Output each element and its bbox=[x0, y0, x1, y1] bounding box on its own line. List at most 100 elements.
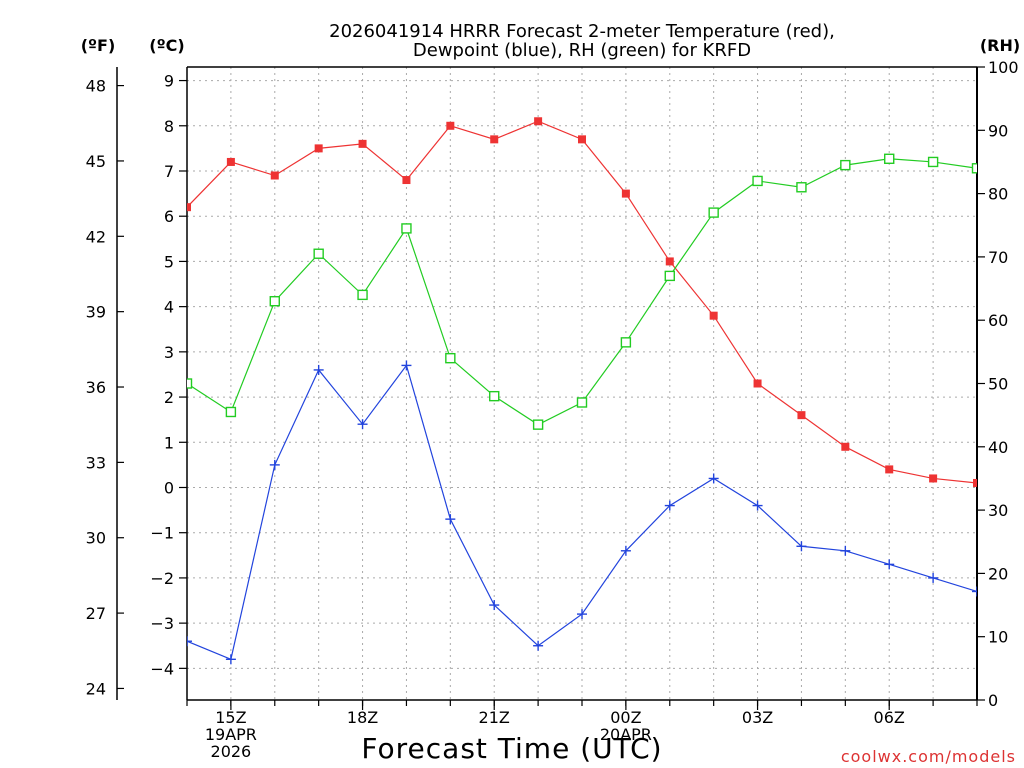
rh-point bbox=[313, 248, 324, 259]
rh-point bbox=[927, 156, 939, 168]
celsius-tick-label: 0 bbox=[164, 478, 174, 497]
dewpoint-point bbox=[972, 586, 977, 597]
data-series bbox=[187, 117, 977, 665]
rh-point bbox=[752, 175, 763, 187]
celsius-tick-label: 9 bbox=[164, 72, 174, 91]
series-rh bbox=[187, 153, 977, 430]
rh-point bbox=[187, 378, 193, 389]
celsius-tick-label: 2 bbox=[164, 388, 174, 407]
fahrenheit-tick-label: 30 bbox=[86, 529, 106, 548]
rh-tick-label: 40 bbox=[988, 438, 1008, 457]
temperature-point bbox=[973, 478, 977, 487]
temperature-point bbox=[270, 171, 279, 180]
dewpoint-point bbox=[313, 364, 324, 375]
rh-point bbox=[445, 352, 456, 364]
dewpoint-point bbox=[840, 545, 851, 556]
fahrenheit-tick-label: 48 bbox=[86, 77, 106, 96]
rh-point bbox=[620, 337, 632, 348]
celsius-tick-label: −4 bbox=[150, 659, 174, 678]
dewpoint-point bbox=[187, 636, 192, 647]
dewpoint-point bbox=[884, 559, 895, 570]
temperature-point bbox=[665, 257, 674, 266]
celsius-tick-label: 7 bbox=[164, 162, 174, 181]
series-line bbox=[187, 158, 977, 426]
fahrenheit-tick-label: 24 bbox=[86, 679, 106, 698]
rh-point bbox=[971, 163, 977, 174]
temperature-point bbox=[402, 176, 411, 185]
x-tick-label: 2026 bbox=[211, 742, 252, 761]
temperature-point bbox=[490, 135, 499, 144]
chart-titles: 2026041914 HRRR Forecast 2-meter Tempera… bbox=[81, 21, 1020, 61]
x-axis-label: Forecast Time (UTC) bbox=[361, 732, 662, 765]
rh-point bbox=[532, 419, 544, 430]
dewpoint-point bbox=[664, 500, 675, 511]
temperature-point bbox=[621, 189, 630, 198]
chart-title-line-1: 2026041914 HRRR Forecast 2-meter Tempera… bbox=[329, 21, 835, 42]
rh-point bbox=[576, 397, 588, 408]
dewpoint-point bbox=[225, 654, 236, 665]
celsius-tick-label: 1 bbox=[164, 433, 174, 452]
series-2-meter-temperature bbox=[187, 117, 977, 487]
dewpoint-point bbox=[401, 360, 412, 371]
dewpoint-point bbox=[708, 473, 719, 484]
rh-unit-label: (RH) bbox=[980, 36, 1020, 55]
fahrenheit-tick-label: 36 bbox=[86, 378, 106, 397]
rh-tick-label: 0 bbox=[988, 691, 998, 710]
temperature-point bbox=[187, 203, 191, 212]
rh-point bbox=[401, 223, 412, 234]
x-tick-label: 18Z bbox=[347, 708, 378, 727]
celsius-tick-label: −3 bbox=[150, 614, 174, 633]
rh-tick-label: 50 bbox=[988, 375, 1008, 394]
celsius-tick-label: 4 bbox=[164, 298, 174, 317]
temperature-point bbox=[885, 465, 894, 474]
temperature-point bbox=[841, 442, 850, 451]
rh-point bbox=[357, 289, 368, 301]
dewpoint-point bbox=[752, 500, 763, 511]
x-tick-label: 21Z bbox=[479, 708, 510, 727]
axes: 9876543210−1−2−3−44845423936333027241009… bbox=[86, 58, 1019, 761]
fahrenheit-tick-label: 45 bbox=[86, 152, 106, 171]
celsius-unit-label: (ºC) bbox=[149, 36, 184, 55]
rh-point bbox=[796, 182, 807, 193]
rh-point bbox=[840, 159, 851, 171]
celsius-tick-label: 5 bbox=[164, 252, 174, 271]
x-tick-label: 06Z bbox=[874, 708, 905, 727]
series-clip-group bbox=[187, 117, 977, 665]
dewpoint-point bbox=[533, 640, 544, 651]
temperature-point bbox=[929, 474, 938, 483]
temperature-point bbox=[358, 139, 367, 148]
rh-tick-label: 70 bbox=[988, 248, 1008, 267]
dewpoint-point bbox=[796, 541, 807, 552]
dewpoint-point bbox=[620, 545, 631, 556]
celsius-tick-label: 3 bbox=[164, 343, 174, 362]
grid-lines bbox=[187, 67, 977, 700]
rh-tick-label: 60 bbox=[988, 311, 1008, 330]
series-dewpoint bbox=[187, 360, 977, 665]
rh-tick-label: 20 bbox=[988, 564, 1008, 583]
temperature-point bbox=[314, 144, 323, 153]
fahrenheit-tick-label: 42 bbox=[86, 227, 106, 246]
rh-point bbox=[708, 207, 719, 218]
rh-tick-label: 90 bbox=[988, 121, 1008, 140]
dewpoint-point bbox=[577, 609, 587, 620]
fahrenheit-tick-label: 33 bbox=[86, 453, 106, 472]
temperature-point bbox=[446, 121, 455, 130]
rh-tick-label: 100 bbox=[988, 58, 1019, 77]
rh-point bbox=[269, 296, 280, 307]
x-tick-label: 20APR bbox=[600, 725, 652, 744]
temperature-point bbox=[797, 411, 806, 420]
temperature-point bbox=[226, 157, 235, 166]
temperature-point bbox=[534, 117, 543, 126]
dewpoint-point bbox=[445, 514, 456, 525]
rh-point bbox=[884, 153, 895, 164]
x-tick-label: 00Z bbox=[610, 708, 641, 727]
celsius-tick-label: 6 bbox=[164, 207, 174, 226]
rh-point bbox=[664, 270, 675, 282]
source-credit: coolwx.com/models bbox=[841, 747, 1016, 766]
x-tick-label: 15Z bbox=[215, 708, 246, 727]
dewpoint-point bbox=[357, 419, 368, 430]
celsius-tick-label: 8 bbox=[164, 117, 174, 136]
celsius-tick-label: −2 bbox=[150, 569, 174, 588]
dewpoint-point bbox=[269, 459, 280, 470]
